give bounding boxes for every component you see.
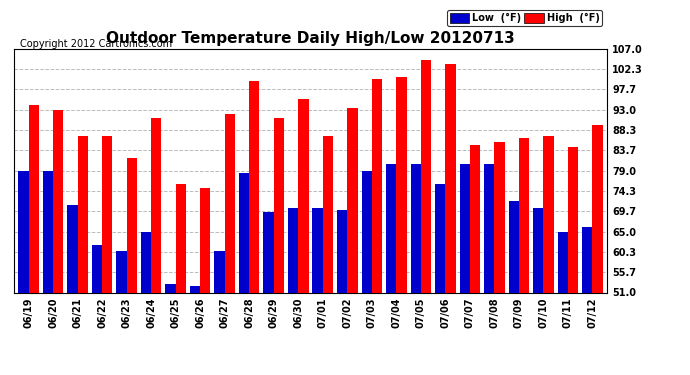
Bar bbox=[249, 81, 259, 292]
Bar bbox=[337, 210, 347, 292]
Bar bbox=[421, 60, 431, 292]
Bar bbox=[176, 184, 186, 292]
Bar bbox=[18, 171, 28, 292]
Bar bbox=[28, 105, 39, 292]
Bar bbox=[225, 114, 235, 292]
Bar bbox=[215, 251, 225, 292]
Bar bbox=[347, 108, 357, 292]
Bar bbox=[151, 118, 161, 292]
Bar bbox=[386, 164, 396, 292]
Bar bbox=[544, 136, 554, 292]
Bar bbox=[126, 158, 137, 292]
Bar bbox=[274, 118, 284, 292]
Bar bbox=[495, 142, 504, 292]
Bar bbox=[323, 136, 333, 292]
Bar bbox=[239, 173, 249, 292]
Bar bbox=[141, 232, 151, 292]
Bar bbox=[582, 227, 593, 292]
Bar bbox=[53, 110, 63, 292]
Bar bbox=[362, 171, 372, 292]
Title: Outdoor Temperature Daily High/Low 20120713: Outdoor Temperature Daily High/Low 20120… bbox=[106, 31, 515, 46]
Bar bbox=[117, 251, 126, 292]
Bar bbox=[166, 284, 176, 292]
Bar bbox=[313, 208, 323, 292]
Bar bbox=[568, 147, 578, 292]
Bar bbox=[43, 171, 53, 292]
Bar bbox=[298, 99, 308, 292]
Bar bbox=[519, 138, 529, 292]
Bar bbox=[396, 77, 406, 292]
Legend: Low  (°F), High  (°F): Low (°F), High (°F) bbox=[447, 10, 602, 26]
Text: Copyright 2012 Cartronics.com: Copyright 2012 Cartronics.com bbox=[20, 39, 172, 49]
Bar bbox=[470, 144, 480, 292]
Bar bbox=[558, 232, 568, 292]
Bar bbox=[435, 184, 445, 292]
Bar bbox=[190, 286, 200, 292]
Bar bbox=[264, 212, 274, 292]
Bar bbox=[460, 164, 470, 292]
Bar bbox=[509, 201, 519, 292]
Bar bbox=[200, 188, 210, 292]
Bar bbox=[77, 136, 88, 292]
Bar bbox=[92, 244, 102, 292]
Bar bbox=[372, 79, 382, 292]
Bar bbox=[593, 125, 603, 292]
Bar bbox=[411, 164, 421, 292]
Bar bbox=[67, 206, 77, 292]
Bar bbox=[445, 64, 455, 292]
Bar bbox=[288, 208, 298, 292]
Bar bbox=[484, 164, 495, 292]
Bar bbox=[533, 208, 544, 292]
Bar bbox=[102, 136, 112, 292]
